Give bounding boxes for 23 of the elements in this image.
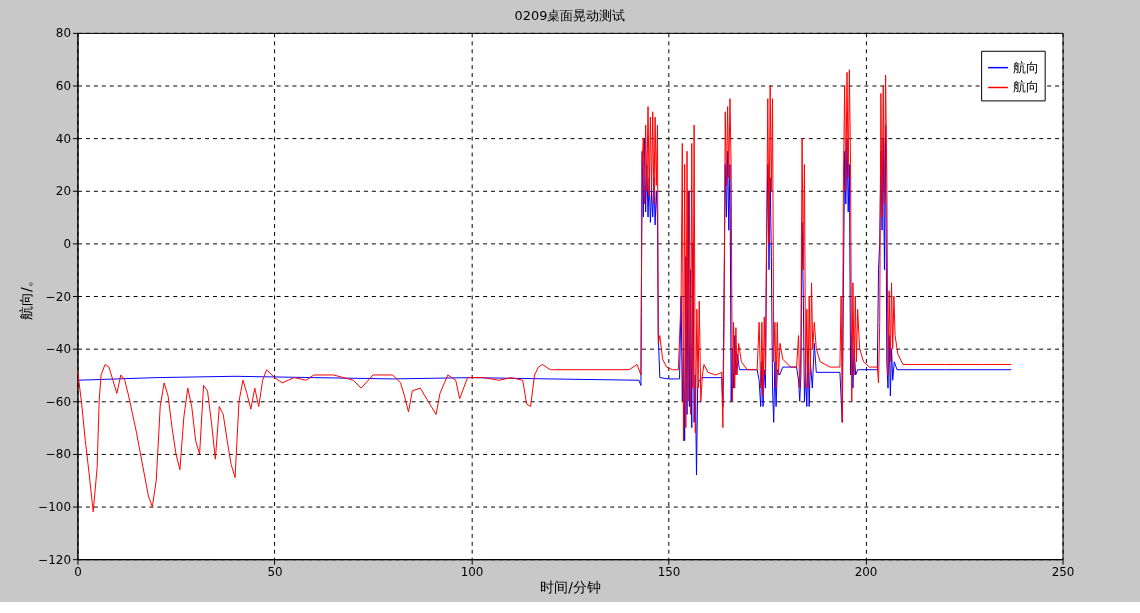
- y-tick-label: 40: [55, 131, 71, 146]
- line-series: [77, 69, 1012, 513]
- y-tick-label: 0: [63, 236, 71, 251]
- x-tick-label: 250: [1051, 564, 1075, 579]
- x-tick-label: 150: [657, 564, 681, 579]
- y-tick-label: 80: [55, 26, 71, 41]
- x-tick-label: 100: [460, 564, 484, 579]
- legend-label: 航向: [1012, 59, 1039, 75]
- y-tick-label: 60: [55, 78, 71, 93]
- x-tick-label: 200: [854, 564, 878, 579]
- x-tick-label: 0: [74, 564, 82, 579]
- x-axis-title: 时间/分钟: [540, 579, 601, 596]
- y-tick-label: −40: [45, 342, 71, 357]
- y-tick-label: −120: [38, 552, 71, 567]
- y-axis-title: 航向/。: [18, 273, 35, 320]
- y-tick-label: −100: [38, 500, 71, 515]
- y-tick-label: −80: [45, 447, 71, 462]
- y-tick-label: 20: [55, 184, 71, 199]
- legend-label: 航向: [1012, 79, 1039, 95]
- x-tick-label: 50: [267, 564, 283, 579]
- y-tick-label: −20: [45, 289, 71, 304]
- y-tick-label: −60: [45, 394, 71, 409]
- chart-title: 0209桌面晃动测试: [514, 7, 626, 23]
